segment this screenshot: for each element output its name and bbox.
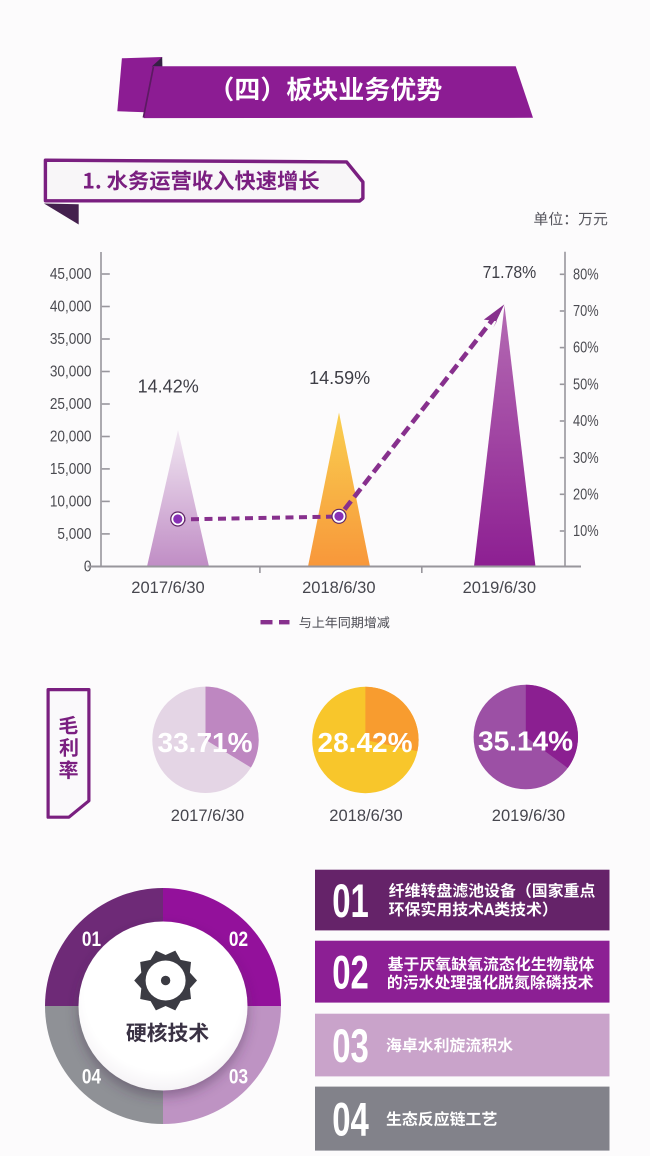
svg-text:40,000: 40,000 [50, 299, 92, 316]
svg-text:30,000: 30,000 [50, 364, 92, 381]
svg-text:03: 03 [229, 1066, 248, 1089]
svg-text:15,000: 15,000 [50, 461, 92, 478]
svg-text:2017/6/30: 2017/6/30 [131, 579, 204, 597]
svg-text:04: 04 [82, 1066, 101, 1089]
svg-text:35.14%: 35.14% [478, 725, 573, 756]
svg-text:01: 01 [332, 874, 369, 927]
svg-text:80%: 80% [573, 266, 599, 284]
svg-text:01: 01 [82, 929, 101, 952]
svg-text:30%: 30% [573, 450, 599, 468]
svg-text:20,000: 20,000 [50, 429, 92, 446]
svg-text:2017/6/30: 2017/6/30 [171, 807, 244, 825]
svg-text:25,000: 25,000 [50, 396, 92, 413]
svg-text:33.71%: 33.71% [158, 727, 253, 758]
svg-text:2018/6/30: 2018/6/30 [302, 579, 375, 597]
svg-text:10%: 10% [573, 523, 599, 541]
svg-text:10,000: 10,000 [50, 494, 92, 511]
svg-text:50%: 50% [573, 376, 599, 394]
svg-text:40%: 40% [573, 413, 599, 431]
svg-text:2019/6/30: 2019/6/30 [492, 807, 565, 825]
svg-text:5,000: 5,000 [57, 526, 91, 543]
svg-text:2019/6/30: 2019/6/30 [463, 579, 536, 597]
svg-text:14.59%: 14.59% [309, 368, 370, 388]
svg-text:2018/6/30: 2018/6/30 [329, 807, 402, 825]
svg-text:02: 02 [332, 946, 369, 999]
svg-text:03: 03 [332, 1019, 369, 1072]
svg-text:28.42%: 28.42% [318, 727, 413, 758]
svg-text:04: 04 [332, 1093, 369, 1146]
svg-text:70%: 70% [573, 303, 599, 321]
svg-text:60%: 60% [573, 339, 599, 357]
svg-text:20%: 20% [573, 486, 599, 504]
svg-text:71.78%: 71.78% [483, 262, 537, 282]
svg-text:45,000: 45,000 [50, 266, 92, 283]
svg-text:35,000: 35,000 [50, 331, 92, 348]
svg-text:14.42%: 14.42% [138, 377, 199, 397]
svg-text:02: 02 [229, 929, 248, 952]
